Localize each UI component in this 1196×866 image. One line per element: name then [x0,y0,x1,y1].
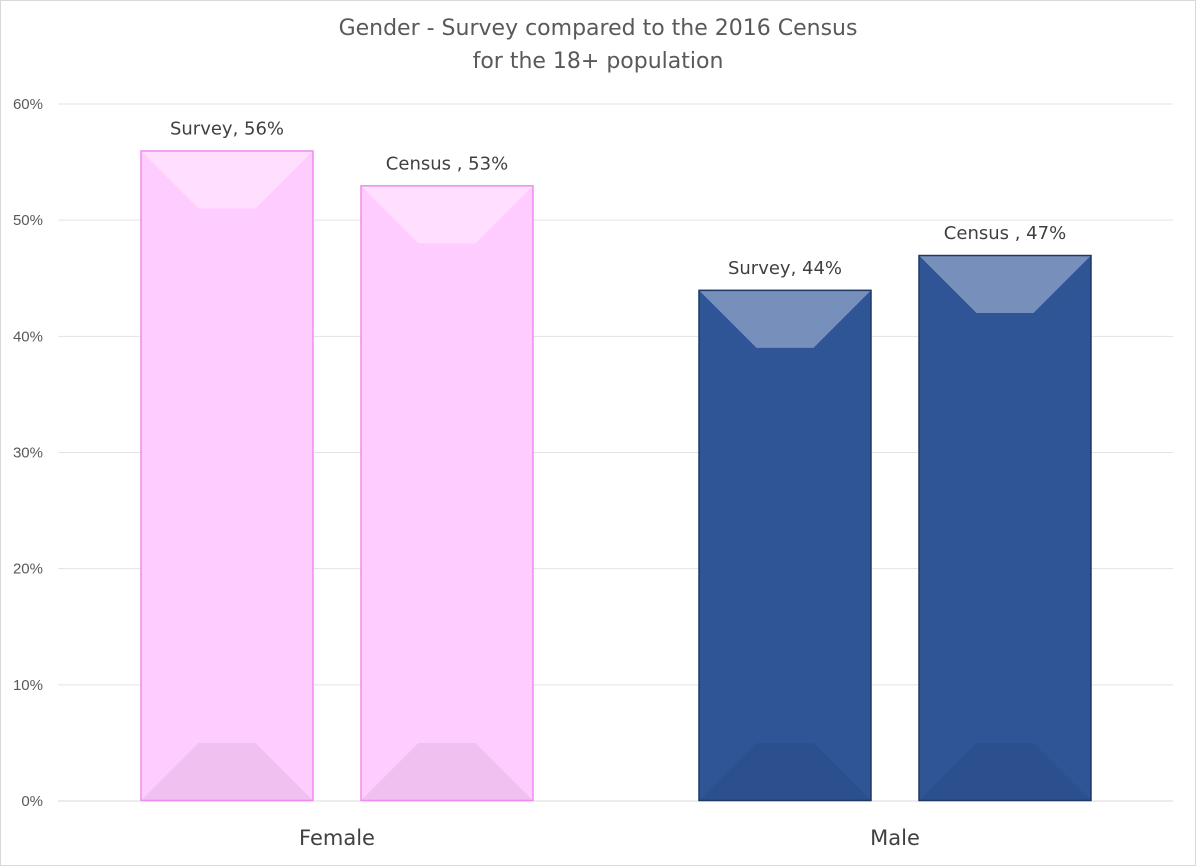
y-tick-label: 50% [13,212,43,229]
y-tick-label: 60% [13,96,43,113]
bar-group [918,254,1092,802]
bar-bottom-bevel [698,743,872,801]
bar-top-bevel [698,289,872,348]
bar-outline [698,289,872,802]
y-tick-label: 40% [13,328,43,345]
bar-bottom-bevel [360,743,534,801]
bar-group [360,185,534,802]
chart-title: Gender - Survey compared to the 2016 Cen… [338,16,858,41]
data-label: Survey, 44% [728,258,842,279]
x-category-label: Female [299,826,375,850]
data-labels: Survey, 56% Census , 53% Survey, 44% Census… [170,118,1066,278]
x-axis-category-labels: Female Male [299,826,920,850]
bar-shading [918,255,1092,801]
y-tick-label: 20% [13,561,43,578]
bar-shading [360,185,534,802]
bar-shading [698,289,872,801]
bars [140,150,1092,802]
y-tick-label: 0% [21,793,43,810]
data-label: Survey, 56% [170,118,284,139]
bar-bottom-bevel [140,743,314,801]
y-tick-label: 10% [13,677,43,694]
bar-top-bevel [360,185,534,244]
bar-outline [918,254,1092,802]
bar-top-bevel [918,255,1092,314]
data-label: Census , 53% [386,153,508,174]
chart-subtitle: for the 18+ population [472,49,724,74]
bar-bottom-bevel [918,743,1092,801]
bar-shading [140,150,314,801]
y-tick-label: 30% [13,445,43,462]
data-label: Census , 47% [944,223,1066,244]
y-axis-tick-labels: 0% 10% 20% 30% 40% 50% 60% [13,96,43,810]
bar-outline [140,150,314,802]
bar-outline [360,185,534,802]
x-category-label: Male [870,826,920,850]
bar-group [140,150,314,802]
bar-top-bevel [140,150,314,209]
bar-group [698,289,872,802]
